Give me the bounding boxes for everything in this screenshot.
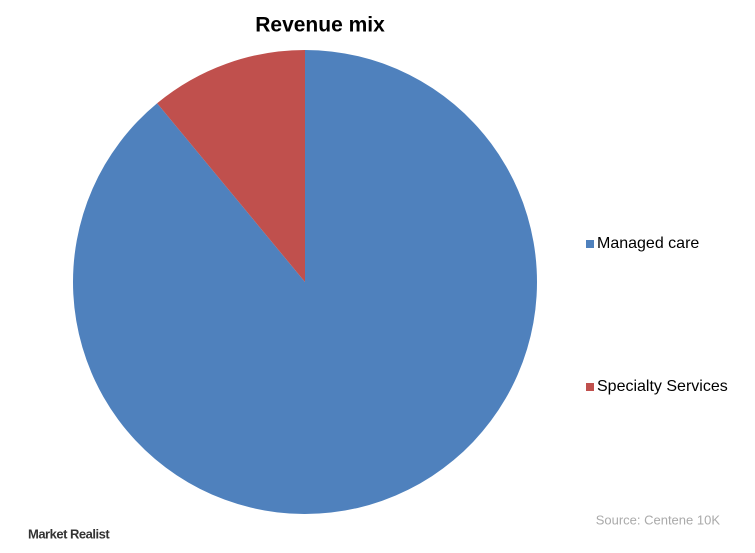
source-note: Source: Centene 10K [596, 512, 721, 527]
chart-title: Revenue mix [255, 14, 385, 37]
legend-swatch [586, 240, 594, 248]
watermark: Market Realist [28, 526, 110, 541]
pie-slice [157, 50, 305, 282]
legend-swatch [586, 383, 594, 391]
legend-label: Specialty Services [597, 378, 728, 395]
legend-label: Managed care [597, 235, 699, 252]
pie-slice [72, 50, 537, 514]
